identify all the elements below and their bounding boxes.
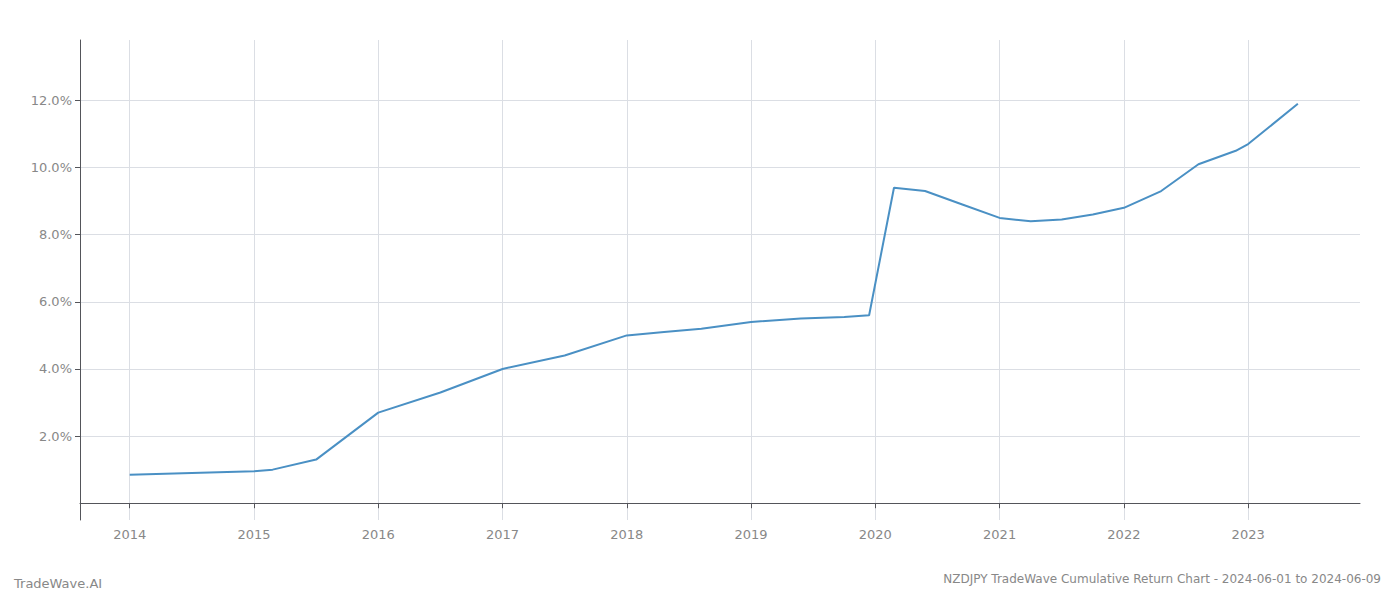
svg-text:6.0%: 6.0% xyxy=(39,294,72,309)
svg-text:2022: 2022 xyxy=(1107,527,1140,542)
svg-text:2023: 2023 xyxy=(1232,527,1265,542)
svg-text:2021: 2021 xyxy=(983,527,1016,542)
svg-text:TradeWave.AI: TradeWave.AI xyxy=(13,576,102,591)
svg-text:2018: 2018 xyxy=(610,527,643,542)
svg-text:2015: 2015 xyxy=(237,527,270,542)
svg-text:12.0%: 12.0% xyxy=(31,93,72,108)
svg-text:2019: 2019 xyxy=(735,527,768,542)
svg-text:2016: 2016 xyxy=(362,527,395,542)
svg-text:4.0%: 4.0% xyxy=(39,361,72,376)
svg-text:8.0%: 8.0% xyxy=(39,227,72,242)
svg-text:2.0%: 2.0% xyxy=(39,429,72,444)
svg-text:2017: 2017 xyxy=(486,527,519,542)
svg-text:2014: 2014 xyxy=(113,527,146,542)
svg-text:NZDJPY TradeWave Cumulative Re: NZDJPY TradeWave Cumulative Return Chart… xyxy=(943,572,1381,586)
svg-text:2020: 2020 xyxy=(859,527,892,542)
svg-text:10.0%: 10.0% xyxy=(31,160,72,175)
